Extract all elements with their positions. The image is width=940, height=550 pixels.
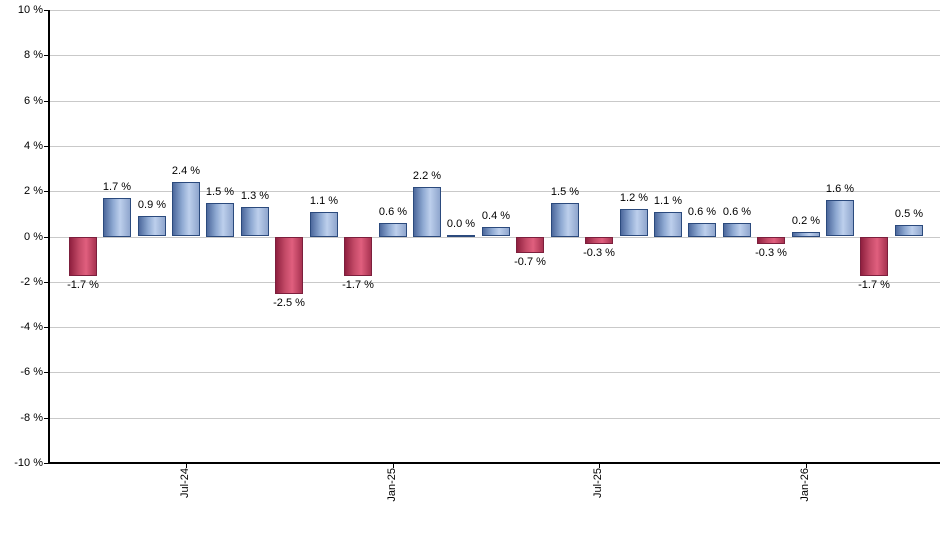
bar-positive — [792, 232, 820, 237]
y-axis-label: -10 % — [14, 457, 43, 469]
bar-positive — [310, 212, 338, 237]
bar-positive — [826, 200, 854, 236]
bar-value-label: 0.9 % — [137, 199, 167, 211]
y-axis-label: 8 % — [24, 49, 43, 61]
y-axis-line — [48, 10, 50, 463]
bar-positive — [551, 203, 579, 237]
bar-value-label: 0.4 % — [481, 210, 511, 222]
y-gridline — [49, 10, 940, 11]
bar-positive — [620, 209, 648, 236]
y-gridline — [49, 146, 940, 147]
y-axis-label: 4 % — [24, 140, 43, 152]
bar-positive — [379, 223, 407, 237]
bar-negative — [757, 237, 785, 244]
bar-value-label: 0.6 % — [722, 206, 752, 218]
x-axis-tick — [599, 463, 600, 468]
bar-negative — [585, 237, 613, 244]
bar-positive — [447, 235, 475, 237]
x-axis-tick — [186, 463, 187, 468]
bar-value-label: 0.6 % — [687, 206, 717, 218]
bar-negative — [275, 237, 303, 294]
bar-negative — [860, 237, 888, 276]
bar-value-label: 1.3 % — [240, 190, 270, 202]
y-axis-tick — [44, 10, 49, 11]
bar-negative — [516, 237, 544, 253]
bar-positive — [895, 225, 923, 236]
y-gridline — [49, 418, 940, 419]
bar-value-label: 2.4 % — [171, 165, 201, 177]
bar-value-label: 1.2 % — [619, 192, 649, 204]
y-axis-label: -6 % — [20, 366, 43, 378]
y-gridline — [49, 372, 940, 373]
y-axis-label: 6 % — [24, 95, 43, 107]
bar-positive — [206, 203, 234, 237]
y-gridline — [49, 282, 940, 283]
y-axis-label: 0 % — [24, 231, 43, 243]
bar-negative — [69, 237, 97, 276]
y-axis-tick — [44, 146, 49, 147]
bar-value-label: 1.6 % — [825, 183, 855, 195]
bar-positive — [241, 207, 269, 236]
y-axis-label: 2 % — [24, 185, 43, 197]
bar-value-label: -2.5 % — [273, 297, 305, 309]
y-gridline — [49, 191, 940, 192]
y-axis-label: -2 % — [20, 276, 43, 288]
y-axis-tick — [44, 191, 49, 192]
bar-positive — [723, 223, 751, 237]
x-axis-tick-label: Jul-24 — [179, 468, 191, 498]
bar-value-label: -1.7 % — [342, 279, 374, 291]
x-axis-line — [48, 462, 940, 464]
bar-value-label: 1.5 % — [550, 186, 580, 198]
y-gridline — [49, 55, 940, 56]
bar-value-label: 0.5 % — [894, 208, 924, 220]
bar-positive — [138, 216, 166, 236]
bar-positive — [413, 187, 441, 237]
y-axis-tick — [44, 101, 49, 102]
y-gridline — [49, 101, 940, 102]
x-axis-tick-label: Jul-25 — [592, 468, 604, 498]
bar-value-label: 1.7 % — [102, 181, 132, 193]
y-gridline — [49, 327, 940, 328]
y-axis-tick — [44, 418, 49, 419]
y-axis-tick — [44, 237, 49, 238]
y-axis-tick — [44, 282, 49, 283]
bar-positive — [172, 182, 200, 236]
bar-value-label: 0.0 % — [446, 218, 476, 230]
x-axis-tick — [393, 463, 394, 468]
x-axis-tick — [806, 463, 807, 468]
y-axis-tick — [44, 463, 49, 464]
y-gridline — [49, 237, 940, 238]
bar-positive — [654, 212, 682, 237]
bar-value-label: -0.3 % — [583, 247, 615, 259]
bar-value-label: -0.3 % — [755, 247, 787, 259]
y-axis-label: -8 % — [20, 412, 43, 424]
bar-value-label: -0.7 % — [514, 256, 546, 268]
y-axis-label: 10 % — [17, 4, 43, 16]
x-axis-tick-label: Jan-25 — [386, 468, 398, 502]
bar-positive — [688, 223, 716, 237]
bar-value-label: 2.2 % — [412, 170, 442, 182]
bar-value-label: 0.2 % — [791, 215, 821, 227]
bar-value-label: 1.1 % — [653, 195, 683, 207]
bar-value-label: 1.1 % — [309, 195, 339, 207]
y-axis-label: -4 % — [20, 321, 43, 333]
x-axis-tick-label: Jan-26 — [799, 468, 811, 502]
y-axis-tick — [44, 372, 49, 373]
bar-negative — [344, 237, 372, 276]
bar-value-label: -1.7 % — [858, 279, 890, 291]
bar-value-label: 0.6 % — [378, 206, 408, 218]
y-axis-tick — [44, 55, 49, 56]
y-axis-tick — [44, 327, 49, 328]
bar-positive — [103, 198, 131, 237]
bar-value-label: 1.5 % — [205, 186, 235, 198]
bar-positive — [482, 227, 510, 236]
bar-value-label: -1.7 % — [67, 279, 99, 291]
